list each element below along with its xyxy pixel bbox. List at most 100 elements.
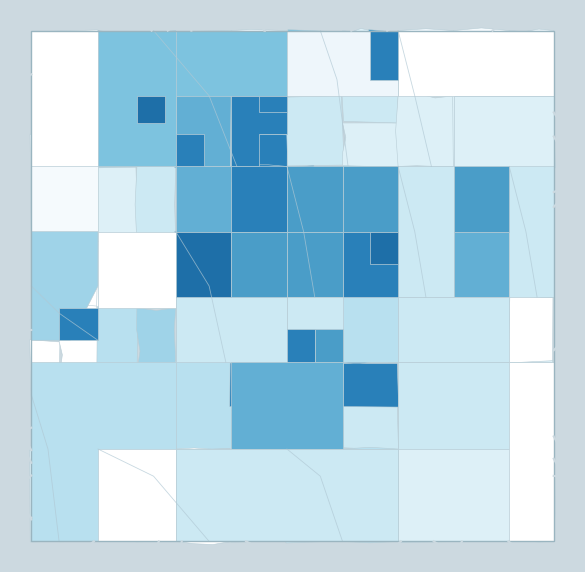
Polygon shape <box>343 232 398 297</box>
Polygon shape <box>508 232 555 297</box>
Polygon shape <box>342 166 397 201</box>
Polygon shape <box>57 305 118 379</box>
Polygon shape <box>204 231 232 297</box>
Polygon shape <box>370 198 400 234</box>
Polygon shape <box>343 166 398 232</box>
Polygon shape <box>229 165 288 202</box>
Polygon shape <box>285 229 315 297</box>
Polygon shape <box>370 232 398 264</box>
Polygon shape <box>398 31 553 96</box>
Polygon shape <box>258 232 287 265</box>
Polygon shape <box>398 450 455 542</box>
Polygon shape <box>30 450 60 542</box>
Polygon shape <box>452 166 510 232</box>
Polygon shape <box>98 31 176 166</box>
Polygon shape <box>287 297 343 362</box>
Polygon shape <box>98 449 176 541</box>
Polygon shape <box>32 31 98 166</box>
Polygon shape <box>286 30 342 97</box>
Polygon shape <box>60 447 115 542</box>
Polygon shape <box>58 134 116 232</box>
Polygon shape <box>287 31 398 96</box>
Polygon shape <box>370 329 401 362</box>
Polygon shape <box>232 329 259 362</box>
Polygon shape <box>286 361 344 450</box>
Polygon shape <box>340 29 373 80</box>
Polygon shape <box>175 95 231 168</box>
Polygon shape <box>97 241 137 309</box>
Polygon shape <box>454 166 509 232</box>
Polygon shape <box>136 448 177 542</box>
Polygon shape <box>56 229 117 310</box>
Polygon shape <box>232 266 260 299</box>
Polygon shape <box>32 232 61 287</box>
Polygon shape <box>342 231 371 264</box>
Polygon shape <box>136 308 176 375</box>
Polygon shape <box>232 96 287 166</box>
Polygon shape <box>398 297 509 362</box>
Polygon shape <box>32 362 176 541</box>
Polygon shape <box>453 96 508 168</box>
Polygon shape <box>315 329 343 362</box>
Polygon shape <box>135 164 176 244</box>
Polygon shape <box>369 264 400 297</box>
Polygon shape <box>454 232 509 297</box>
Polygon shape <box>454 448 510 542</box>
Polygon shape <box>452 297 512 362</box>
Polygon shape <box>508 361 554 450</box>
Polygon shape <box>287 232 398 362</box>
Polygon shape <box>343 364 398 407</box>
Polygon shape <box>232 197 287 235</box>
Polygon shape <box>258 134 287 168</box>
Polygon shape <box>232 362 343 449</box>
Polygon shape <box>287 232 343 297</box>
Polygon shape <box>285 96 344 166</box>
Polygon shape <box>32 30 98 136</box>
Polygon shape <box>30 133 61 231</box>
Polygon shape <box>398 449 553 541</box>
Polygon shape <box>97 307 139 374</box>
Polygon shape <box>232 232 287 297</box>
Polygon shape <box>509 362 553 541</box>
Polygon shape <box>230 232 259 264</box>
Polygon shape <box>175 232 205 296</box>
Polygon shape <box>176 449 398 541</box>
Polygon shape <box>32 31 98 232</box>
Polygon shape <box>454 360 509 452</box>
Polygon shape <box>32 232 98 340</box>
Polygon shape <box>258 264 288 297</box>
Polygon shape <box>343 404 398 450</box>
Polygon shape <box>454 232 512 297</box>
Polygon shape <box>398 29 454 97</box>
Polygon shape <box>284 297 343 362</box>
Polygon shape <box>343 265 369 299</box>
Polygon shape <box>232 296 287 331</box>
Polygon shape <box>287 329 315 362</box>
Polygon shape <box>397 168 454 232</box>
Polygon shape <box>454 96 553 232</box>
Polygon shape <box>230 448 287 542</box>
Polygon shape <box>395 93 455 166</box>
Polygon shape <box>287 166 343 232</box>
Polygon shape <box>369 30 399 80</box>
Polygon shape <box>59 308 98 340</box>
Polygon shape <box>30 340 60 450</box>
Polygon shape <box>342 198 371 231</box>
Polygon shape <box>342 329 371 365</box>
Polygon shape <box>32 286 60 341</box>
Polygon shape <box>230 362 287 407</box>
Polygon shape <box>508 165 553 233</box>
Polygon shape <box>176 134 204 166</box>
Polygon shape <box>508 296 553 364</box>
Polygon shape <box>176 30 232 97</box>
Polygon shape <box>232 166 287 232</box>
Polygon shape <box>259 328 288 363</box>
Polygon shape <box>398 166 454 297</box>
Polygon shape <box>398 362 553 541</box>
Polygon shape <box>58 377 115 450</box>
Polygon shape <box>451 28 509 96</box>
Polygon shape <box>174 361 233 450</box>
Polygon shape <box>343 447 398 543</box>
Polygon shape <box>97 31 178 96</box>
Polygon shape <box>98 373 175 448</box>
